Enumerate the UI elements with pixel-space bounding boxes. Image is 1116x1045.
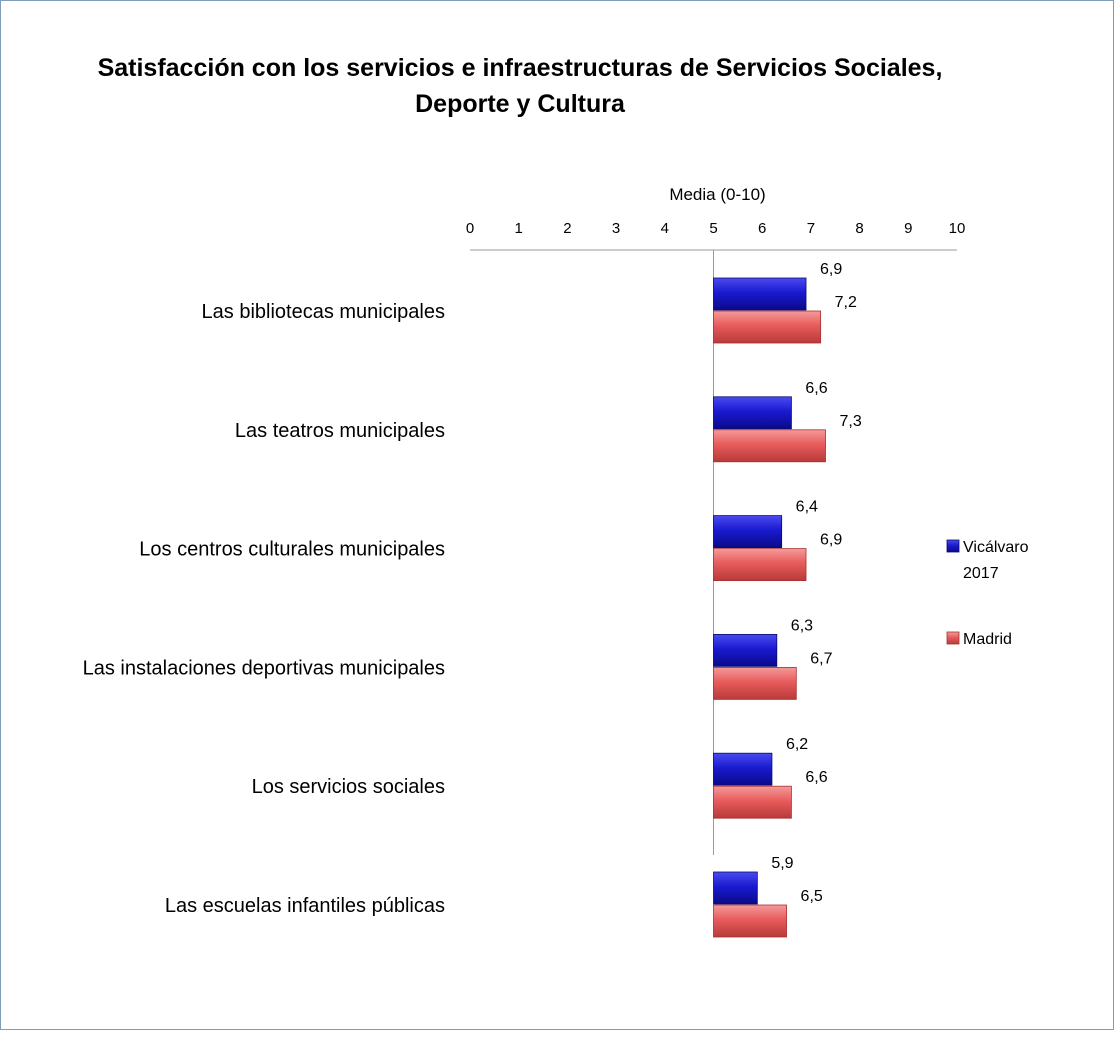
legend-swatch-vicalvaro	[946, 539, 960, 553]
data-label: 6,7	[810, 650, 832, 667]
data-label: 6,9	[820, 261, 842, 278]
data-label: 6,9	[820, 532, 842, 549]
bar-vicalvaro	[713, 871, 758, 905]
bar-vicalvaro	[713, 634, 778, 667]
x-tick-label: 2	[563, 220, 571, 237]
data-label: 6,4	[796, 499, 818, 516]
bar-vicalvaro	[713, 752, 773, 786]
category-label: Los servicios sociales	[252, 776, 445, 798]
x-tick-label: 8	[855, 220, 863, 237]
bar-madrid	[713, 429, 826, 463]
data-label: 7,2	[835, 294, 857, 311]
chart-title-line-1: Satisfacción con los servicios e infraes…	[97, 54, 943, 82]
chart-title: Satisfacción con los servicios e infraes…	[20, 50, 1020, 122]
x-axis: Media (0-10) 0 1 2 3 4 5 6 7 8 9 10	[466, 185, 966, 855]
x-tick-label: 4	[661, 220, 669, 237]
data-label: 6,6	[805, 769, 827, 786]
axis-title: Media (0-10)	[669, 185, 765, 204]
bar-vicalvaro	[713, 396, 792, 430]
bars: 6,97,26,67,36,46,96,36,76,26,65,96,5	[713, 261, 862, 938]
data-label: 6,2	[786, 736, 808, 753]
bar-vicalvaro	[713, 277, 807, 311]
bar-madrid	[713, 904, 787, 938]
legend: Vicálvaro 2017 Madrid	[946, 539, 1029, 648]
legend-label-madrid: Madrid	[963, 631, 1012, 648]
category-labels: Las bibliotecas municipales Las teatros m…	[83, 301, 445, 917]
bar-madrid	[713, 785, 792, 819]
category-label: Las bibliotecas municipales	[202, 301, 445, 323]
legend-label-vicalvaro: 2017	[963, 565, 999, 582]
chart-title-line-2: Deporte y Cultura	[415, 90, 625, 118]
x-tick-label: 10	[949, 220, 966, 237]
x-tick-label: 0	[466, 220, 474, 237]
legend-label-vicalvaro: Vicálvaro	[963, 539, 1029, 556]
data-label: 6,3	[791, 617, 813, 634]
category-label: Las instalaciones deportivas municipales	[83, 657, 445, 679]
x-tick-label: 7	[807, 220, 815, 237]
category-label: Los centros culturales municipales	[139, 539, 445, 561]
x-tick-label: 9	[904, 220, 912, 237]
bar-madrid	[713, 310, 822, 344]
x-tick-label: 1	[515, 220, 523, 237]
bar-vicalvaro	[713, 515, 783, 548]
data-label: 5,9	[771, 855, 793, 872]
legend-swatch-madrid	[946, 631, 960, 645]
bar-madrid	[713, 667, 797, 700]
category-label: Las escuelas infantiles públicas	[165, 895, 445, 917]
x-tick-label: 6	[758, 220, 766, 237]
category-label: Las teatros municipales	[235, 420, 445, 442]
bar-madrid	[713, 548, 807, 581]
data-label: 7,3	[840, 413, 862, 430]
data-label: 6,5	[801, 888, 823, 905]
x-tick-label: 3	[612, 220, 620, 237]
x-tick-label: 5	[709, 220, 717, 237]
data-label: 6,6	[805, 380, 827, 397]
